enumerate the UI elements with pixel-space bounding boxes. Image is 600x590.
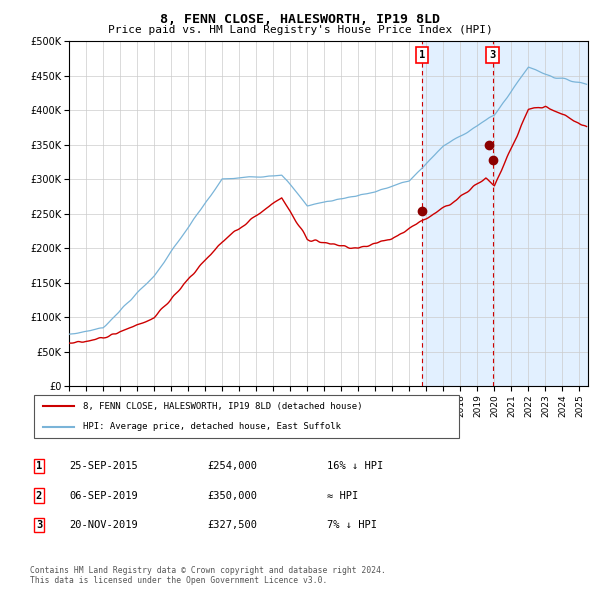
Text: 06-SEP-2019: 06-SEP-2019 xyxy=(69,491,138,500)
Text: 16% ↓ HPI: 16% ↓ HPI xyxy=(327,461,383,471)
Bar xyxy=(422,41,588,386)
Text: 3: 3 xyxy=(36,520,42,530)
Text: Price paid vs. HM Land Registry's House Price Index (HPI): Price paid vs. HM Land Registry's House … xyxy=(107,25,493,35)
Text: 2: 2 xyxy=(36,491,42,500)
Text: 1: 1 xyxy=(419,50,425,60)
Text: ≈ HPI: ≈ HPI xyxy=(327,491,358,500)
Text: HPI: Average price, detached house, East Suffolk: HPI: Average price, detached house, East… xyxy=(83,422,341,431)
Text: 20-NOV-2019: 20-NOV-2019 xyxy=(69,520,138,530)
Text: £254,000: £254,000 xyxy=(207,461,257,471)
Text: 3: 3 xyxy=(490,50,496,60)
Text: Contains HM Land Registry data © Crown copyright and database right 2024.
This d: Contains HM Land Registry data © Crown c… xyxy=(30,566,386,585)
FancyBboxPatch shape xyxy=(34,395,459,438)
Text: 7% ↓ HPI: 7% ↓ HPI xyxy=(327,520,377,530)
Text: 8, FENN CLOSE, HALESWORTH, IP19 8LD: 8, FENN CLOSE, HALESWORTH, IP19 8LD xyxy=(160,13,440,26)
Text: £327,500: £327,500 xyxy=(207,520,257,530)
Text: 25-SEP-2015: 25-SEP-2015 xyxy=(69,461,138,471)
Text: 8, FENN CLOSE, HALESWORTH, IP19 8LD (detached house): 8, FENN CLOSE, HALESWORTH, IP19 8LD (det… xyxy=(83,402,362,411)
Text: £350,000: £350,000 xyxy=(207,491,257,500)
Text: 1: 1 xyxy=(36,461,42,471)
